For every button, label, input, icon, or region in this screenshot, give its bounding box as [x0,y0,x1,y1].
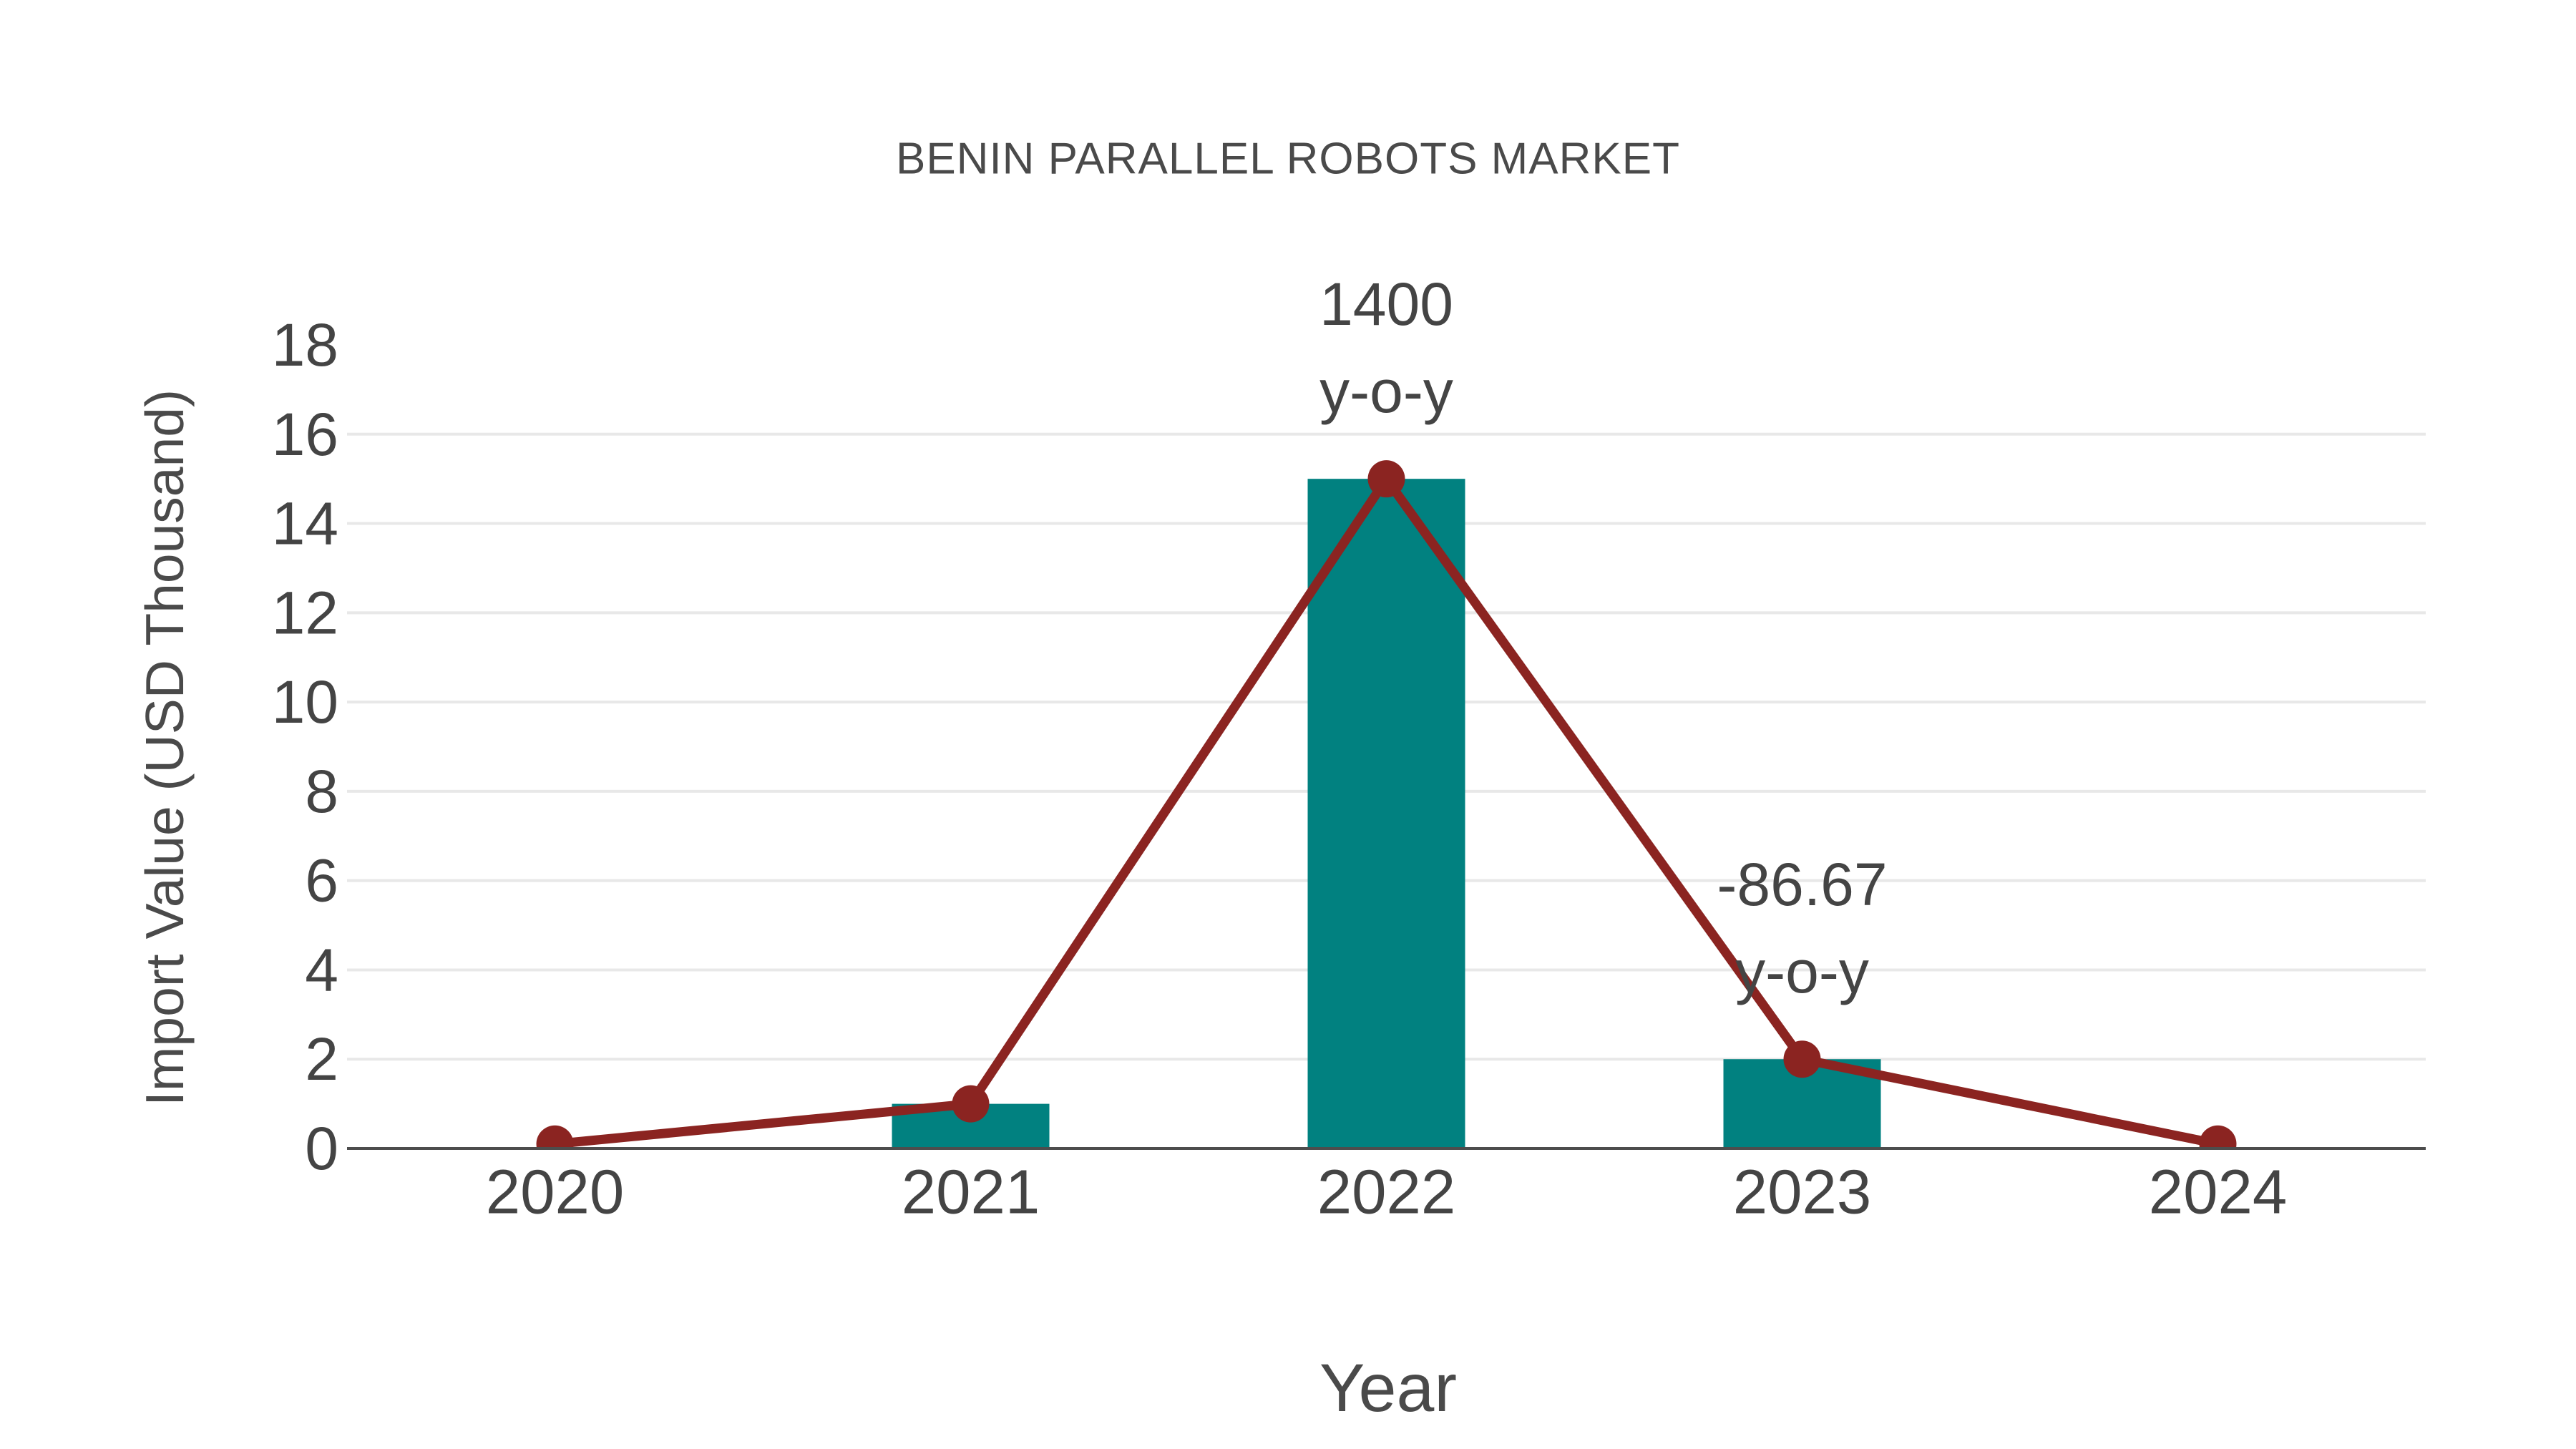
x-tick-label-2024: 2024 [2149,1158,2288,1227]
line-marker-2021 [952,1085,990,1123]
annotation-2022-line2: y-o-y [1319,358,1453,425]
y-tick-label-4: 4 [305,936,338,1003]
y-tick-label-16: 16 [272,401,338,468]
line-marker-2023 [1783,1040,1821,1078]
x-tick-label-2023: 2023 [1733,1158,1872,1227]
line-series [536,460,2237,1149]
bar-2022 [1307,479,1465,1148]
x-tick-label-2020: 2020 [486,1158,625,1227]
y-tick-label-12: 12 [272,579,338,646]
chart-title: BENIN PARALLEL ROBOTS MARKET [896,135,1680,184]
annotation-2023-line1: -86.67 [1717,851,1887,918]
annotation-2022-line1: 1400 [1319,270,1453,338]
x-tick-label-2022: 2022 [1317,1158,1456,1227]
annotation-2023-line2: y-o-y [1735,938,1869,1005]
line-marker-2024 [2199,1125,2237,1149]
y-tick-label-6: 6 [305,847,338,914]
y-tick-label-8: 8 [305,758,338,825]
y-tick-label-0: 0 [305,1115,338,1182]
line-marker-2022 [1367,460,1405,498]
y-tick-label-10: 10 [272,668,338,736]
y-tick-label-18: 18 [272,311,338,379]
annotations: 1400 y-o-y -86.67 y-o-y [1319,270,1888,1005]
y-tick-label-2: 2 [305,1025,338,1093]
line-marker-2020 [536,1125,574,1149]
y-tick-labels: 0 2 4 6 8 10 12 14 16 18 [272,311,338,1182]
bar-series [892,479,1881,1148]
y-tick-label-14: 14 [272,490,338,557]
x-tick-labels: 2020 2021 2022 2023 2024 [486,1158,2288,1227]
x-tick-label-2021: 2021 [902,1158,1040,1227]
y-axis-title: Import Value (USD Thousand) [135,389,195,1106]
x-axis-title: Year [1319,1350,1457,1426]
